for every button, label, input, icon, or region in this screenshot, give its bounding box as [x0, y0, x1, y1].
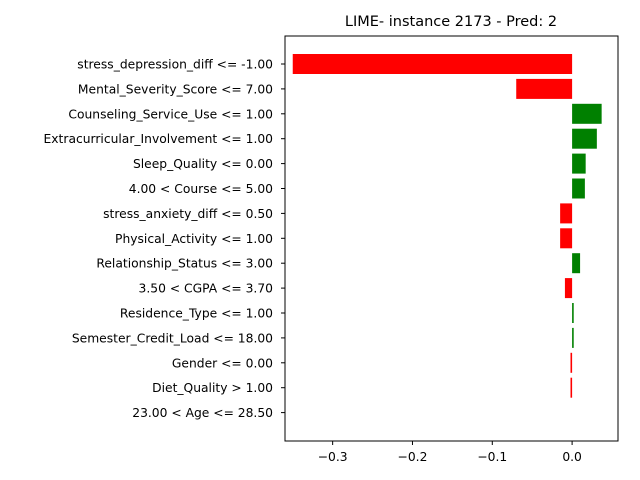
category-label: 3.50 < CGPA <= 3.70	[139, 282, 273, 296]
bar	[572, 178, 585, 199]
category-label: Physical_Activity <= 1.00	[115, 232, 273, 246]
bar	[572, 128, 597, 149]
category-label: Extracurricular_Involvement <= 1.00	[44, 132, 273, 146]
bar	[292, 54, 573, 74]
x-tick-label: −0.1	[477, 450, 507, 464]
x-tick-label: 0.0	[562, 450, 582, 464]
category-label: Counseling_Service_Use <= 1.00	[68, 107, 273, 121]
bar	[572, 103, 602, 124]
category-label: Semester_Credit_Load <= 18.00	[72, 331, 273, 345]
bar	[572, 253, 581, 274]
category-label: Gender <= 0.00	[172, 356, 273, 370]
bar	[572, 303, 574, 323]
category-label: Diet_Quality > 1.00	[152, 381, 273, 395]
bar	[572, 153, 586, 174]
bars-group	[292, 54, 602, 398]
bar	[560, 228, 573, 249]
plot-frame	[284, 35, 619, 442]
category-label: Mental_Severity_Score <= 7.00	[78, 82, 273, 96]
chart-title: LIME- instance 2173 - Pred: 2	[345, 14, 557, 30]
bar	[570, 352, 573, 373]
category-label: stress_anxiety_diff <= 0.50	[103, 207, 273, 221]
category-label: 4.00 < Course <= 5.00	[129, 182, 273, 196]
x-axis: −0.3 −0.2 −0.1 0.0	[318, 441, 582, 464]
category-label: Residence_Type <= 1.00	[120, 307, 273, 321]
bar	[572, 327, 574, 348]
category-label: 23.00 < Age <= 28.50	[132, 406, 273, 420]
bar	[516, 78, 573, 99]
bar	[570, 377, 573, 398]
category-label: stress_depression_diff <= -1.00	[77, 58, 273, 72]
category-labels: stress_depression_diff <= -1.00 Mental_Se…	[44, 58, 285, 420]
category-label: Relationship_Status <= 3.00	[96, 257, 273, 271]
bar	[560, 203, 573, 224]
category-label: Sleep_Quality <= 0.00	[133, 157, 273, 171]
x-tick-label: −0.2	[398, 450, 428, 464]
x-tick-label: −0.3	[318, 450, 348, 464]
bar	[564, 278, 573, 299]
